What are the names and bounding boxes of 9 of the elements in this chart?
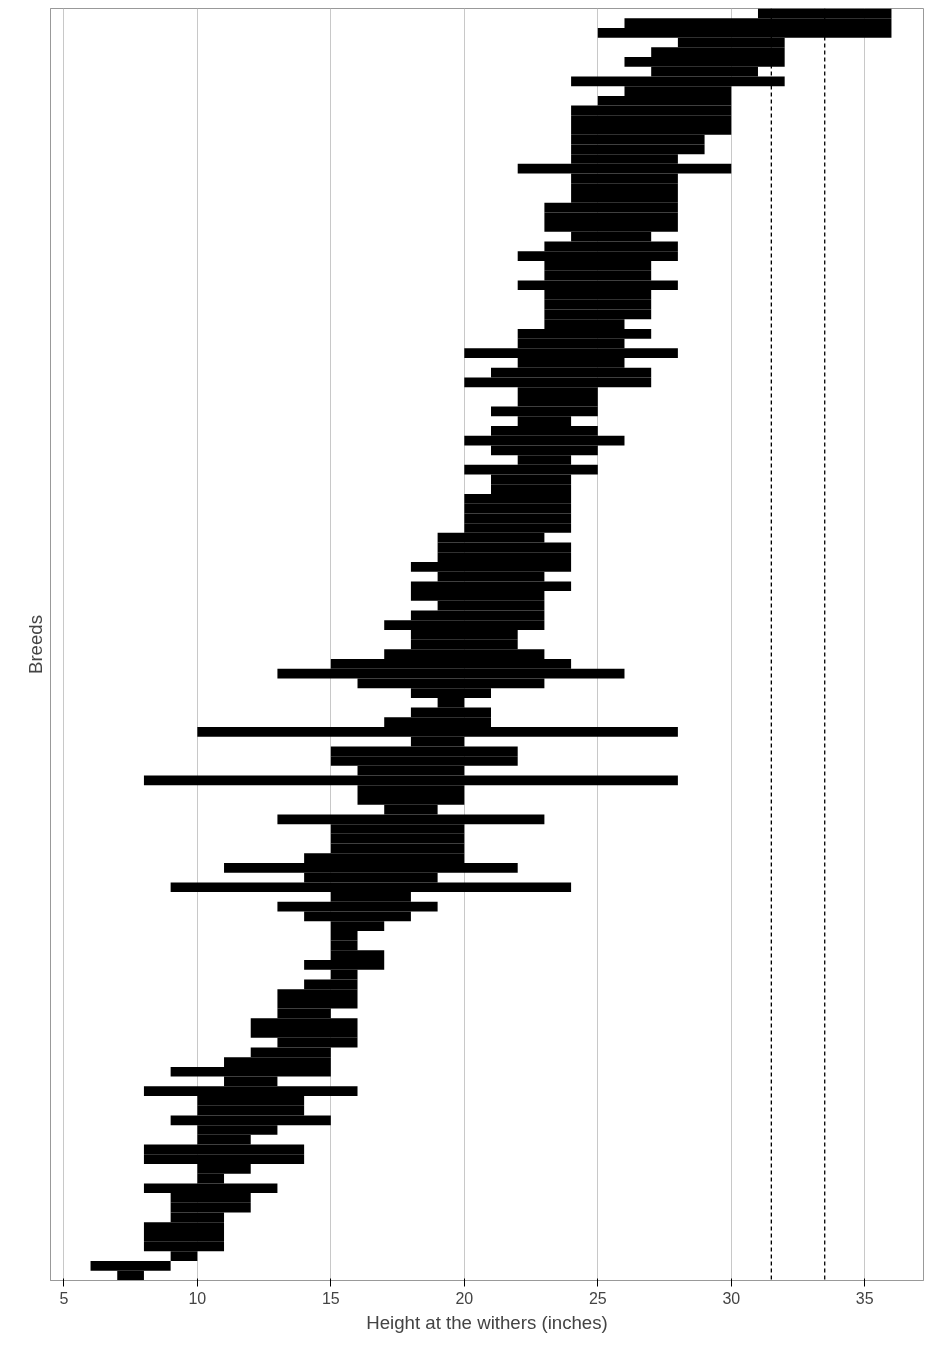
x-tick-label: 10	[188, 1289, 207, 1307]
x-axis-title: Height at the withers (inches)	[366, 1311, 608, 1333]
x-tick-label: 30	[722, 1289, 741, 1307]
x-tick-label: 35	[855, 1289, 874, 1307]
x-tick-label: 20	[455, 1289, 474, 1307]
x-tick-label: 15	[321, 1289, 340, 1307]
x-tick-label: 5	[59, 1289, 69, 1307]
y-axis-title: Breeds	[24, 614, 46, 675]
x-tick-label: 25	[588, 1289, 607, 1307]
